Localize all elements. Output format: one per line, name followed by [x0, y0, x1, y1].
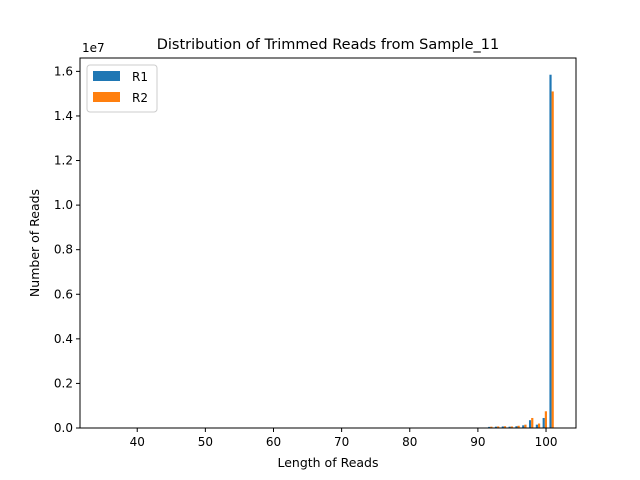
legend-label-r2: R2 — [132, 91, 148, 105]
bar-r2-92 — [490, 426, 493, 428]
legend-swatch-r1 — [93, 71, 120, 81]
bar-r2-94 — [503, 426, 507, 428]
y-tick-label: 0.6 — [54, 287, 73, 301]
bar-r2-100 — [544, 411, 547, 428]
bar-r1-93 — [494, 426, 498, 428]
y-tick-label: 0.0 — [54, 421, 73, 435]
y-scale-label: 1e7 — [82, 41, 105, 55]
x-tick-label: 60 — [266, 435, 281, 449]
y-tick-label: 1.6 — [54, 64, 73, 78]
bar-r1-94 — [501, 426, 504, 428]
bars — [488, 74, 554, 429]
y-tick-label: 1.2 — [54, 154, 73, 168]
bar-r2-93 — [497, 426, 500, 428]
x-tick-label: 50 — [198, 435, 213, 449]
x-axis-ticks: 40 50 60 70 80 90 100 — [130, 428, 558, 449]
y-axis-label: Number of Reads — [27, 189, 42, 297]
bar-r1-92 — [488, 426, 491, 428]
legend-label-r1: R1 — [132, 70, 148, 84]
y-tick-label: 1.4 — [54, 109, 73, 123]
y-tick-label: 1.0 — [54, 198, 73, 212]
chart-title: Distribution of Trimmed Reads from Sampl… — [157, 37, 500, 53]
bar-r1-100 — [542, 417, 545, 428]
legend: R1 R2 — [86, 64, 158, 113]
bar-r2-99 — [537, 423, 541, 428]
bar-r1-96 — [515, 426, 518, 428]
bar-r2-96 — [517, 425, 520, 428]
y-tick-label: 0.2 — [54, 376, 73, 390]
bar-r1-101 — [549, 74, 552, 429]
x-tick-label: 100 — [535, 435, 558, 449]
plot-frame — [79, 57, 577, 429]
x-tick-label: 80 — [402, 435, 417, 449]
legend-swatch-r2 — [93, 92, 120, 102]
y-axis-ticks: 0.0 0.2 0.4 0.6 0.8 1.0 1.2 1.4 1.6 — [54, 64, 80, 435]
y-tick-label: 0.8 — [54, 243, 73, 257]
bar-r1-98 — [528, 420, 532, 428]
bar-r1-95 — [508, 426, 511, 428]
plot-area: 40 50 60 70 80 90 100 0.0 0.2 0.4 0.6 0.8 1.0 1.2 1.4… — [54, 57, 577, 449]
bar-r1-99 — [535, 424, 538, 428]
bar-r1-97 — [522, 425, 525, 428]
bar-r2-101 — [551, 91, 554, 428]
x-tick-label: 70 — [334, 435, 349, 449]
x-tick-label: 90 — [470, 435, 485, 449]
bar-r2-98 — [531, 417, 534, 428]
bar-r2-95 — [510, 426, 513, 428]
x-tick-label: 40 — [130, 435, 145, 449]
y-tick-label: 0.4 — [54, 332, 73, 346]
x-axis-label: Length of Reads — [277, 455, 378, 470]
bar-r2-97 — [524, 424, 527, 428]
